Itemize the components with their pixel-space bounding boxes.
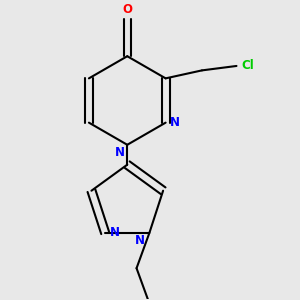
Text: N: N [110, 226, 120, 239]
Text: N: N [135, 234, 145, 247]
Text: Cl: Cl [241, 59, 254, 73]
Text: O: O [122, 3, 132, 16]
Text: N: N [170, 116, 180, 129]
Text: N: N [115, 146, 125, 159]
